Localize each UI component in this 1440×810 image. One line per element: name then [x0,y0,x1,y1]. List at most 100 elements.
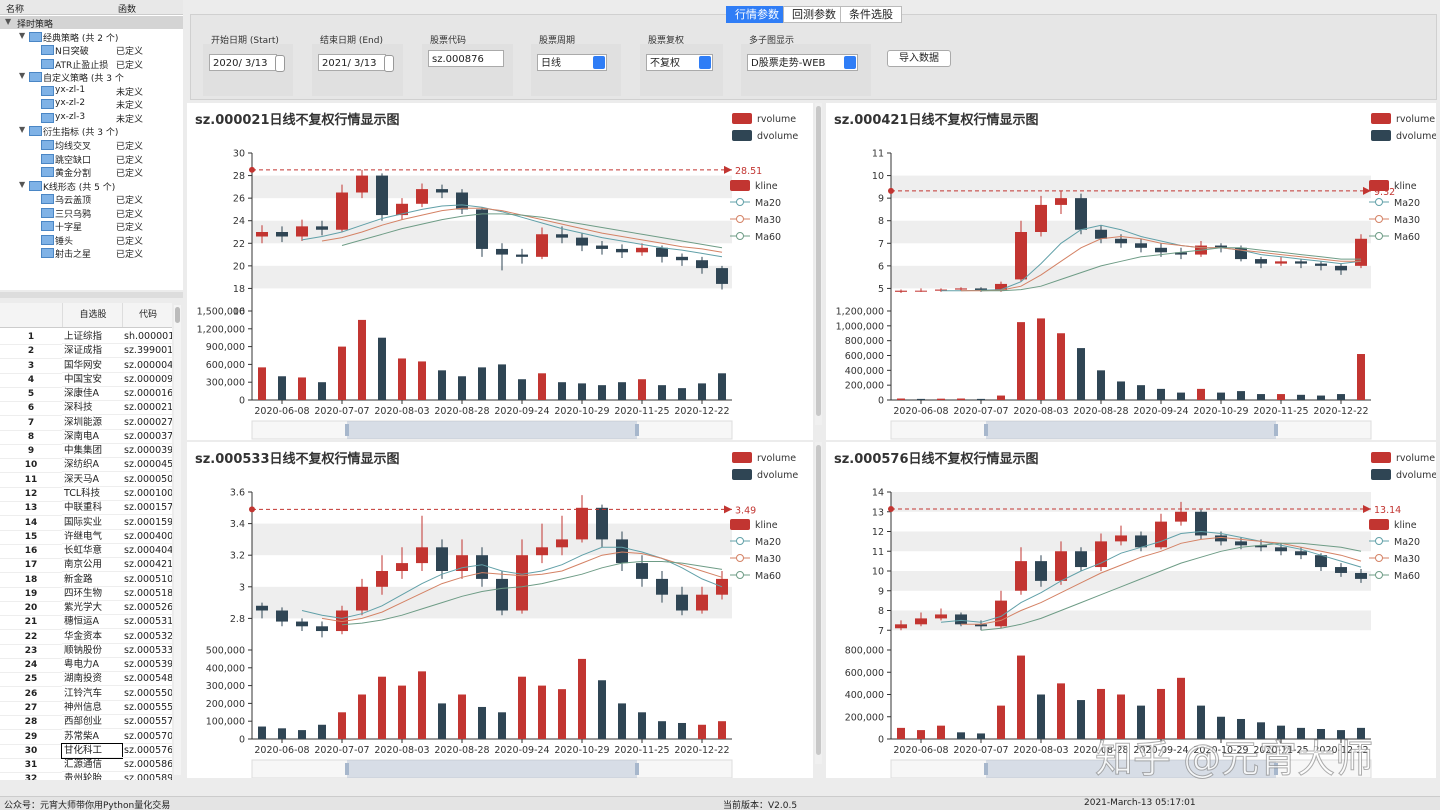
stock-name[interactable]: 顺钠股份 [62,644,122,658]
spinner[interactable] [384,55,394,72]
zoom-handle[interactable] [1274,763,1278,775]
stock-name[interactable]: 国华网安 [62,359,122,373]
stock-name[interactable]: 贵州轮胎 [62,772,122,780]
stock-code[interactable]: sz.000421 [122,559,172,573]
layout-select[interactable]: D股票走势-WEB [747,54,858,71]
split-band [252,220,732,244]
stock-code[interactable]: sz.000004 [122,359,172,373]
stock-code[interactable]: sh.000001 [122,331,172,344]
stock-name[interactable]: 中集集团 [62,444,122,459]
stock-name[interactable]: 江铃汽车 [62,687,122,701]
code-input[interactable]: sz.000876 [428,50,504,67]
tab[interactable]: 条件选股 [840,6,902,23]
stock-name[interactable]: 南京公用 [62,558,122,573]
stock-code[interactable]: sz.000526 [122,602,172,616]
stock-name[interactable]: 深圳能源 [62,416,122,430]
stock-code[interactable]: sz.000039 [122,445,172,459]
stock-code[interactable]: sz.000586 [122,759,172,773]
tree-item[interactable]: 乌云盖顶 [55,196,92,207]
stock-name[interactable]: 深证成指 [62,344,122,359]
stock-name[interactable]: 西部创业 [62,715,122,730]
adjust-select[interactable]: 不复权 [646,54,713,71]
period-select[interactable]: 日线 [537,54,607,71]
tab[interactable]: 行情参数 [726,6,788,23]
stock-code[interactable]: sz.000555 [122,702,172,716]
zoom-handle[interactable] [635,763,639,775]
tree-item[interactable]: 射击之星 [55,250,92,261]
stock-code[interactable]: sz.000157 [122,502,172,516]
stock-code[interactable]: sz.000400 [122,530,172,544]
tree-item[interactable]: ATR止盈止损 [55,60,109,71]
stock-name[interactable]: 粤电力A [62,658,122,673]
tree-item[interactable]: 跳空缺口 [55,155,92,166]
zoom-handle[interactable] [345,424,349,436]
stock-code[interactable]: sz.000510 [122,573,172,587]
date-input[interactable]: 2020/ 3/13 [209,54,277,71]
stock-code[interactable]: sz.000557 [122,716,172,730]
stock-name[interactable]: 深康佳A [62,387,122,402]
stock-code[interactable]: sz.000050 [122,473,172,487]
stock-name[interactable]: 汇源通信 [62,758,122,773]
date-input[interactable]: 2021/ 3/13 [318,54,386,71]
stock-code[interactable]: sz.000159 [122,516,172,530]
stock-code[interactable]: sz.000531 [122,616,172,630]
stock-name[interactable]: 神州信息 [62,701,122,716]
tree-item[interactable]: 黄金分割 [55,169,92,180]
zoom-handle[interactable] [635,424,639,436]
stock-code[interactable]: sz.000570 [122,730,172,744]
stock-name[interactable]: 新金路 [62,573,122,587]
stock-name[interactable]: 湖南投资 [62,672,122,687]
stock-code[interactable]: sz.000021 [122,402,172,416]
tree-item[interactable]: 三只乌鸦 [55,209,92,220]
stock-code[interactable]: sz.000009 [122,373,172,387]
candle-body [1035,204,1047,232]
stock-name[interactable]: 紫光学大 [62,601,122,616]
tree-item[interactable]: yx-zl-2 [55,98,86,109]
stock-code[interactable]: sz.000589 [122,772,172,780]
stock-code[interactable]: sz.399001 [122,345,172,359]
stock-code[interactable]: sz.000027 [122,416,172,430]
stock-name[interactable]: 四环生物 [62,587,122,601]
zoom-handle[interactable] [1274,424,1278,436]
stock-name[interactable]: 许继电气 [62,530,122,544]
stock-name[interactable]: 深科技 [62,401,122,416]
stock-name[interactable]: 甘化科工 [61,742,123,759]
stock-name[interactable]: 中国宝安 [62,373,122,387]
spinner[interactable] [275,55,285,72]
stock-code[interactable]: sz.000576 [122,744,172,758]
stock-code[interactable]: sz.000532 [122,630,172,644]
stock-name[interactable]: 深纺织A [62,458,122,473]
stock-code[interactable]: sz.000533 [122,644,172,658]
tab[interactable]: 回测参数 [783,6,845,23]
zoom-handle[interactable] [984,424,988,436]
legend-label: Ma30 [1394,215,1420,226]
stock-name[interactable]: 深南电A [62,430,122,444]
stock-code[interactable]: sz.000539 [122,659,172,673]
import-button[interactable]: 导入数据 [887,50,951,67]
stock-code[interactable]: sz.000404 [122,545,172,559]
stock-name[interactable]: 国际实业 [62,516,122,530]
tree-item[interactable]: 均线交叉 [55,141,92,152]
stock-name[interactable]: 上证综指 [62,330,122,344]
stock-name[interactable]: 华金资本 [62,630,122,644]
stock-code[interactable]: sz.000100 [122,487,172,501]
stock-code[interactable]: sz.000550 [122,687,172,701]
stock-code[interactable]: sz.000045 [122,459,172,473]
stock-code[interactable]: sz.000518 [122,587,172,601]
stock-code[interactable]: sz.000548 [122,673,172,687]
stock-name[interactable]: 深天马A [62,473,122,487]
stock-name[interactable]: 苏常柴A [62,730,122,744]
stock-name[interactable]: TCL科技 [62,487,122,501]
tree-item[interactable]: 锤头 [55,236,74,247]
tree-item[interactable]: yx-zl-1 [55,84,86,95]
tree-item[interactable]: yx-zl-3 [55,111,86,122]
stock-name[interactable]: 穗恒运A [62,615,122,630]
zoom-handle[interactable] [345,763,349,775]
stock-code[interactable]: sz.000016 [122,388,172,402]
stock-name[interactable]: 中联重科 [62,501,122,516]
tree-item[interactable]: N日突破 [55,47,89,58]
zoom-handle[interactable] [984,763,988,775]
tree-item[interactable]: 十字星 [55,223,83,234]
stock-name[interactable]: 长虹华意 [62,544,122,559]
stock-code[interactable]: sz.000037 [122,430,172,444]
